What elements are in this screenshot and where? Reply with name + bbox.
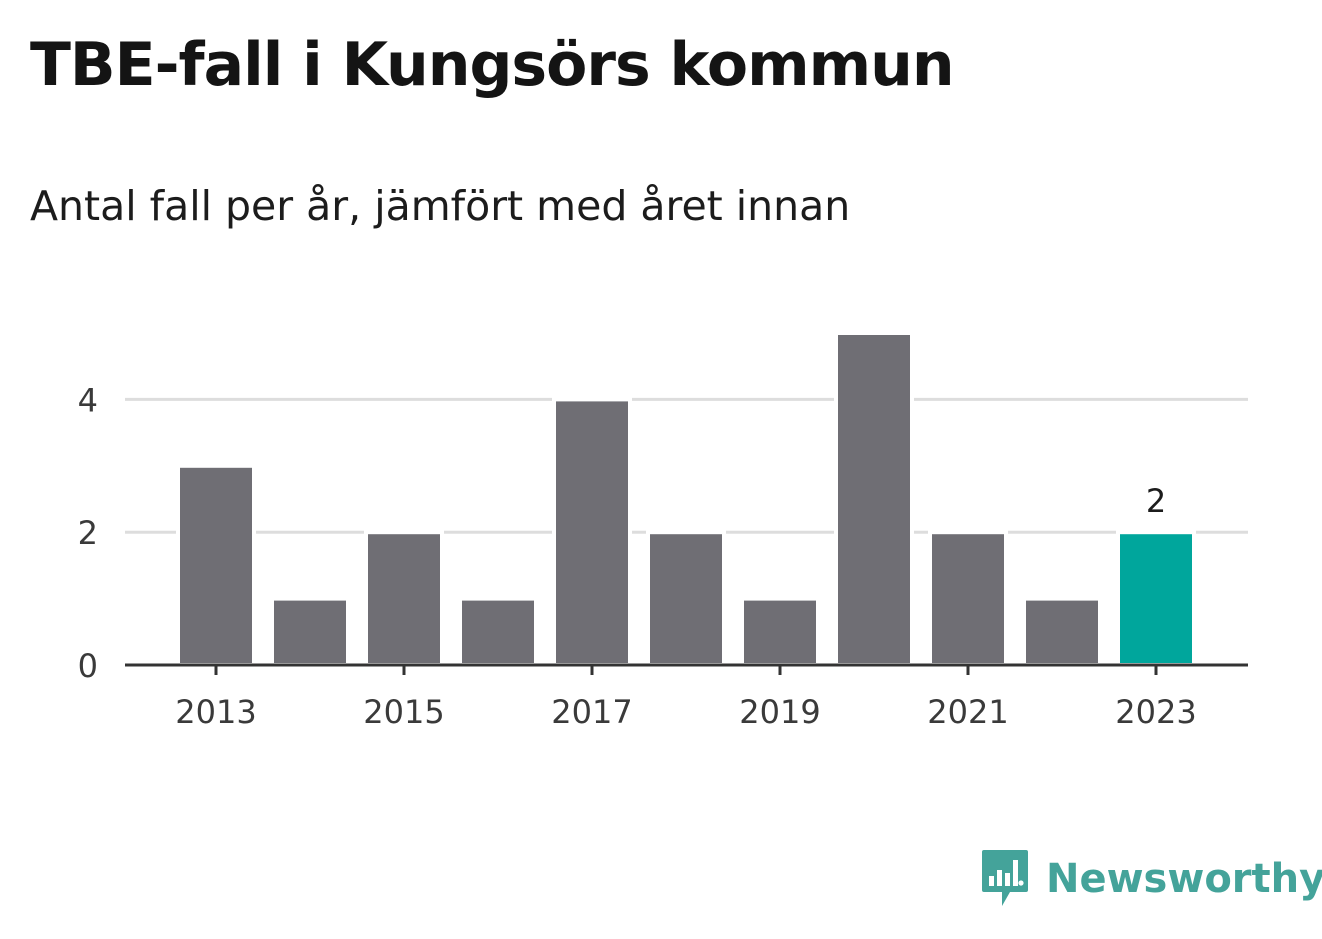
x-tick-label: 2019 (739, 693, 820, 731)
bar-2020 (834, 331, 914, 667)
bar-2019 (740, 596, 820, 667)
chart-subtitle: Antal fall per år, jämfört med året inna… (30, 182, 851, 230)
axes (125, 663, 1248, 675)
x-tick-label: 2013 (175, 693, 256, 731)
bar-2022 (1022, 596, 1102, 667)
bar-2021 (928, 530, 1008, 668)
bar-2013 (176, 463, 256, 667)
chart-title: TBE-fall i Kungsörs kommun (30, 30, 955, 100)
bar-2018 (646, 530, 726, 668)
bar-2023 (1116, 530, 1196, 668)
bar-2014 (270, 596, 350, 667)
y-tick-label: 2 (78, 514, 98, 552)
y-tick-label: 4 (78, 381, 98, 419)
x-tick-label: 2021 (927, 693, 1008, 731)
gridlines (125, 397, 1248, 534)
bar-2015 (364, 530, 444, 668)
data-label-2023: 2 (1146, 482, 1166, 520)
newsworthy-logo-icon (982, 850, 1028, 906)
bar-2017 (552, 397, 632, 667)
bars (176, 331, 1196, 668)
x-tick-label: 2023 (1115, 693, 1196, 731)
y-tick-label: 0 (78, 647, 98, 685)
brand-logo: Newsworthy (980, 848, 1322, 910)
x-tick-label: 2017 (551, 693, 632, 731)
bar-2016 (458, 596, 538, 667)
labels: 0 2 4 2013 2015 2017 2019 2021 2023 2 (78, 381, 1197, 731)
brand-name: Newsworthy (1046, 856, 1322, 902)
x-tick-label: 2015 (363, 693, 444, 731)
